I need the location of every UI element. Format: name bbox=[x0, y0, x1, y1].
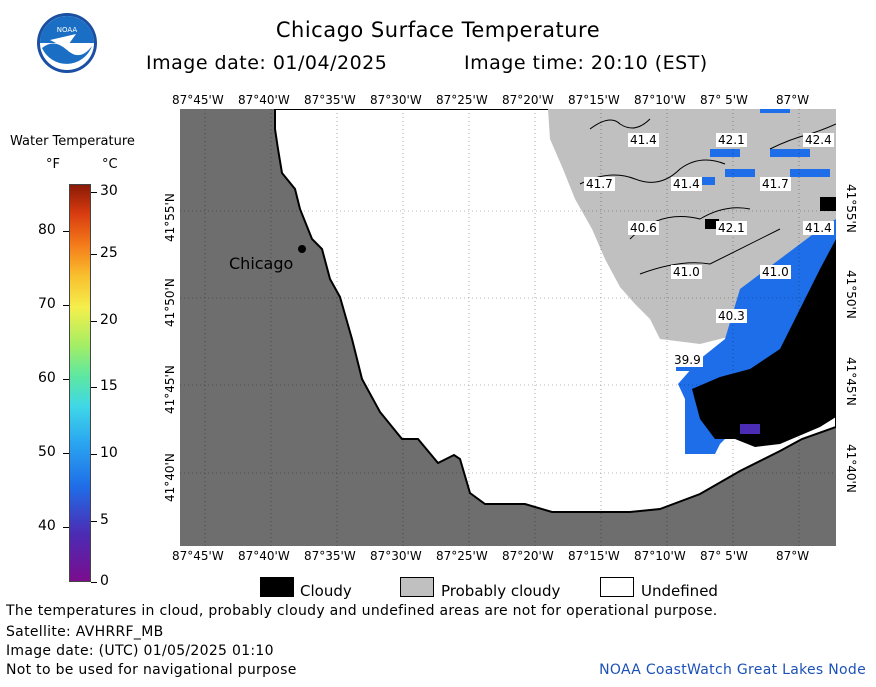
f-tick-50: 50 bbox=[38, 444, 56, 460]
lon-label: 87°25'W bbox=[436, 549, 488, 563]
temp-label: 40.6 bbox=[628, 221, 659, 235]
utc-date-text: Image date: (UTC) 01/05/2025 01:10 bbox=[6, 643, 274, 659]
page-title: Chicago Surface Temperature bbox=[275, 18, 601, 42]
cloudy-area bbox=[692, 239, 836, 447]
lat-label: 41°55'N bbox=[163, 193, 177, 242]
temp-label: 42.1 bbox=[716, 133, 747, 147]
lat-label: 41°45'N bbox=[844, 357, 858, 406]
water-patch bbox=[790, 169, 830, 177]
temp-label: 42.1 bbox=[716, 221, 747, 235]
lon-label: 87°W bbox=[776, 549, 810, 563]
water-patch bbox=[710, 149, 740, 157]
lon-label: 87°15'W bbox=[568, 93, 620, 107]
f-tick-80: 80 bbox=[38, 222, 56, 238]
lon-label: 87°35'W bbox=[304, 93, 356, 107]
key-probably-cloudy-label: Probably cloudy bbox=[441, 582, 561, 600]
temp-label: 41.4 bbox=[671, 177, 702, 191]
temp-label: 41.4 bbox=[803, 221, 834, 235]
lon-label: 87°30'W bbox=[370, 549, 422, 563]
lat-label: 41°50'N bbox=[844, 270, 858, 319]
lon-label: 87°45'W bbox=[172, 93, 224, 107]
disclaimer-text: The temperatures in cloud, probably clou… bbox=[6, 603, 718, 619]
lat-label: 41°40'N bbox=[844, 444, 858, 493]
lon-label: 87°20'W bbox=[502, 549, 554, 563]
temp-label: 40.3 bbox=[716, 309, 747, 323]
temp-label: 39.9 bbox=[672, 353, 703, 367]
lon-label: 87° 5'W bbox=[700, 93, 748, 107]
f-tick-60: 60 bbox=[38, 370, 56, 386]
cloudy-patch bbox=[820, 197, 836, 211]
cloudy-patch bbox=[705, 219, 719, 229]
lon-label: 87°W bbox=[776, 93, 810, 107]
temp-label: 41.7 bbox=[760, 177, 791, 191]
lon-label: 87°35'W bbox=[304, 549, 356, 563]
lon-label: 87°40'W bbox=[238, 549, 290, 563]
unit-fahrenheit: °F bbox=[46, 157, 60, 172]
node-credit: NOAA CoastWatch Great Lakes Node bbox=[599, 662, 866, 678]
noaa-logo: NOAA bbox=[37, 13, 97, 73]
lon-label: 87°15'W bbox=[568, 549, 620, 563]
lon-label: 87°10'W bbox=[634, 549, 686, 563]
lon-label: 87°25'W bbox=[436, 93, 488, 107]
navigation-warning: Not to be used for navigational purpose bbox=[6, 662, 297, 678]
lat-label: 41°55'N bbox=[844, 184, 858, 233]
temp-label: 41.4 bbox=[628, 133, 659, 147]
c-tick-15: 15 bbox=[100, 378, 118, 394]
lon-label: 87°30'W bbox=[370, 93, 422, 107]
logo-text: NOAA bbox=[57, 26, 78, 34]
temp-label: 42.4 bbox=[803, 133, 834, 147]
lon-label: 87°40'W bbox=[238, 93, 290, 107]
c-tick-10: 10 bbox=[100, 445, 118, 461]
water-patch bbox=[770, 149, 810, 157]
lat-label: 41°40'N bbox=[163, 453, 177, 502]
temperature-colorbar bbox=[69, 184, 91, 582]
c-tick-30: 30 bbox=[100, 183, 118, 199]
key-cloudy-label: Cloudy bbox=[300, 582, 352, 600]
legend-title: Water Temperature bbox=[10, 134, 135, 149]
c-tick-0: 0 bbox=[100, 573, 109, 589]
temp-label: 41.0 bbox=[671, 265, 702, 279]
temperature-map bbox=[180, 109, 836, 546]
lon-label: 87°45'W bbox=[172, 549, 224, 563]
key-undefined-swatch bbox=[600, 577, 634, 597]
image-time: Image time: 20:10 (EST) bbox=[464, 52, 708, 74]
lon-label: 87°10'W bbox=[634, 93, 686, 107]
graticule bbox=[180, 109, 836, 546]
f-tick-70: 70 bbox=[38, 296, 56, 312]
image-date: Image date: 01/04/2025 bbox=[146, 52, 388, 74]
c-tick-25: 25 bbox=[100, 245, 118, 261]
lat-label: 41°45'N bbox=[163, 365, 177, 414]
f-tick-40: 40 bbox=[38, 518, 56, 534]
city-label: Chicago bbox=[229, 254, 294, 273]
temp-label: 41.7 bbox=[584, 177, 615, 191]
lon-label: 87°20'W bbox=[502, 93, 554, 107]
lat-label: 41°50'N bbox=[163, 278, 177, 327]
key-probably-cloudy-swatch bbox=[400, 577, 434, 597]
key-undefined-label: Undefined bbox=[641, 582, 718, 600]
water-patch bbox=[760, 109, 790, 113]
lon-label: 87° 5'W bbox=[700, 549, 748, 563]
unit-celsius: °C bbox=[102, 157, 118, 172]
key-cloudy-swatch bbox=[260, 577, 294, 597]
water-patch bbox=[725, 169, 755, 177]
c-tick-5: 5 bbox=[100, 512, 109, 528]
water-patch bbox=[740, 424, 760, 434]
c-tick-20: 20 bbox=[100, 312, 118, 328]
satellite-text: Satellite: AVHRRF_MB bbox=[6, 624, 164, 640]
chicago-marker bbox=[298, 245, 306, 253]
temp-label: 41.0 bbox=[760, 265, 791, 279]
